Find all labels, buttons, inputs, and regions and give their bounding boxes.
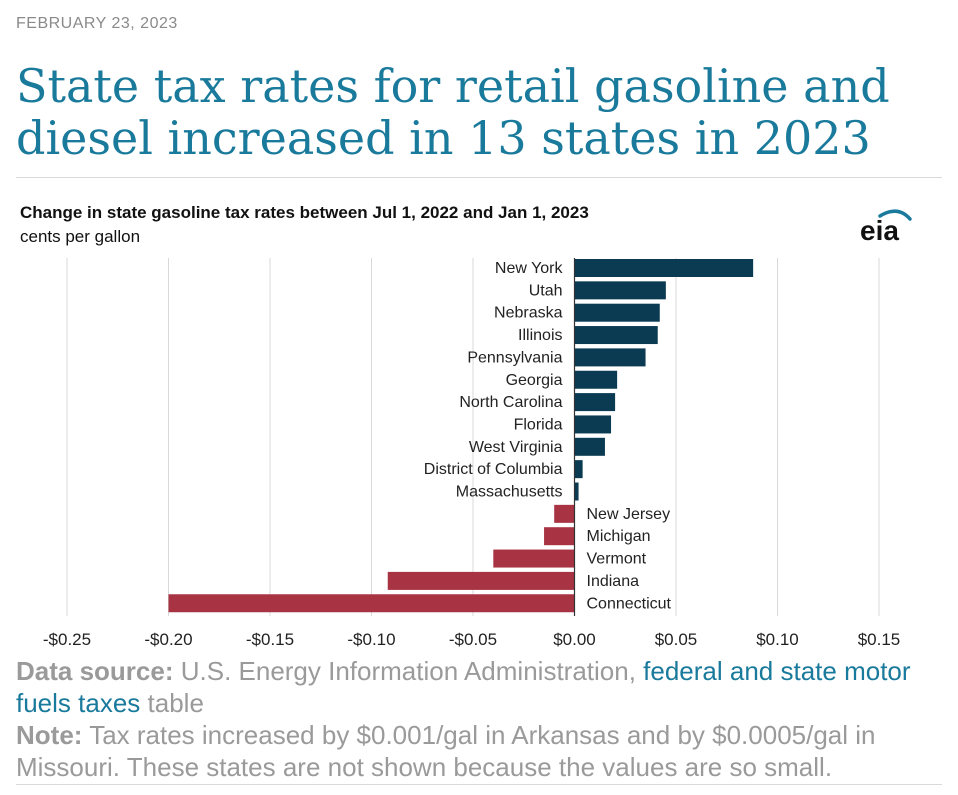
category-label: Indiana [587, 573, 640, 590]
bar [574, 281, 666, 300]
eia-logo: eia [860, 209, 912, 246]
category-label: Utah [529, 282, 563, 299]
bar [574, 259, 754, 277]
bar-chart: -$0.25 -$0.20 -$0.15 -$0.10 -$0.05 $0.00 $0.05… [43, 258, 901, 649]
bottom-divider [16, 784, 942, 785]
data-source-label: Data source: [16, 656, 174, 686]
x-tick-label: -$0.05 [449, 630, 497, 649]
bar [574, 460, 583, 479]
bar [574, 326, 658, 345]
x-tick-label: $0.10 [756, 630, 799, 649]
category-label: New York [495, 260, 564, 277]
category-label: Vermont [587, 551, 647, 568]
x-tick-label: $0.00 [553, 630, 596, 649]
publication-date: FEBRUARY 23, 2023 [16, 15, 178, 32]
note-label: Note: [16, 720, 83, 750]
headline: State tax rates for retail gasoline and … [16, 59, 890, 165]
category-label: New Jersey [587, 506, 671, 523]
bar [554, 504, 575, 523]
category-label: North Carolina [459, 394, 562, 411]
bar [574, 482, 579, 501]
bar [168, 594, 575, 613]
data-source: Data source: U.S. Energy Information Adm… [16, 655, 946, 719]
category-label: Nebraska [494, 305, 563, 322]
category-label: Massachusetts [456, 484, 563, 501]
category-label: Connecticut [587, 595, 672, 612]
bar [493, 549, 575, 568]
top-divider [16, 177, 942, 178]
note: Note: Tax rates increased by $0.001/gal … [16, 719, 946, 783]
chart-title: Change in state gasoline tax rates betwe… [20, 203, 589, 222]
svg-text:eia: eia [860, 215, 899, 246]
note-text: Tax rates increased by $0.001/gal in Ark… [16, 720, 876, 782]
bar [574, 393, 616, 412]
bar [544, 527, 575, 546]
footer: Data source: U.S. Energy Information Adm… [16, 655, 946, 783]
bar [574, 415, 612, 434]
data-source-suffix: table [140, 688, 204, 718]
bar [574, 348, 646, 367]
category-label: Illinois [518, 327, 562, 344]
bar [574, 370, 618, 389]
category-label: District of Columbia [424, 461, 563, 478]
category-label: Michigan [587, 528, 651, 545]
x-tick-label: $0.15 [858, 630, 901, 649]
chart-subtitle: cents per gallon [20, 227, 141, 246]
bar [387, 571, 575, 590]
x-tick-label: -$0.25 [43, 630, 91, 649]
data-source-text: U.S. Energy Information Administration, [173, 656, 644, 686]
bar [574, 437, 605, 456]
bar [574, 303, 660, 322]
x-tick-label: -$0.10 [347, 630, 395, 649]
data-source-link[interactable]: federal and state motor fuels taxes [16, 656, 911, 718]
x-tick-label: $0.05 [655, 630, 698, 649]
category-label: Pennsylvania [467, 349, 562, 366]
x-tick-label: -$0.15 [246, 630, 294, 649]
category-label: West Virginia [469, 439, 563, 456]
category-label: Florida [514, 416, 563, 433]
x-tick-label: -$0.20 [144, 630, 192, 649]
category-label: Georgia [506, 372, 563, 389]
